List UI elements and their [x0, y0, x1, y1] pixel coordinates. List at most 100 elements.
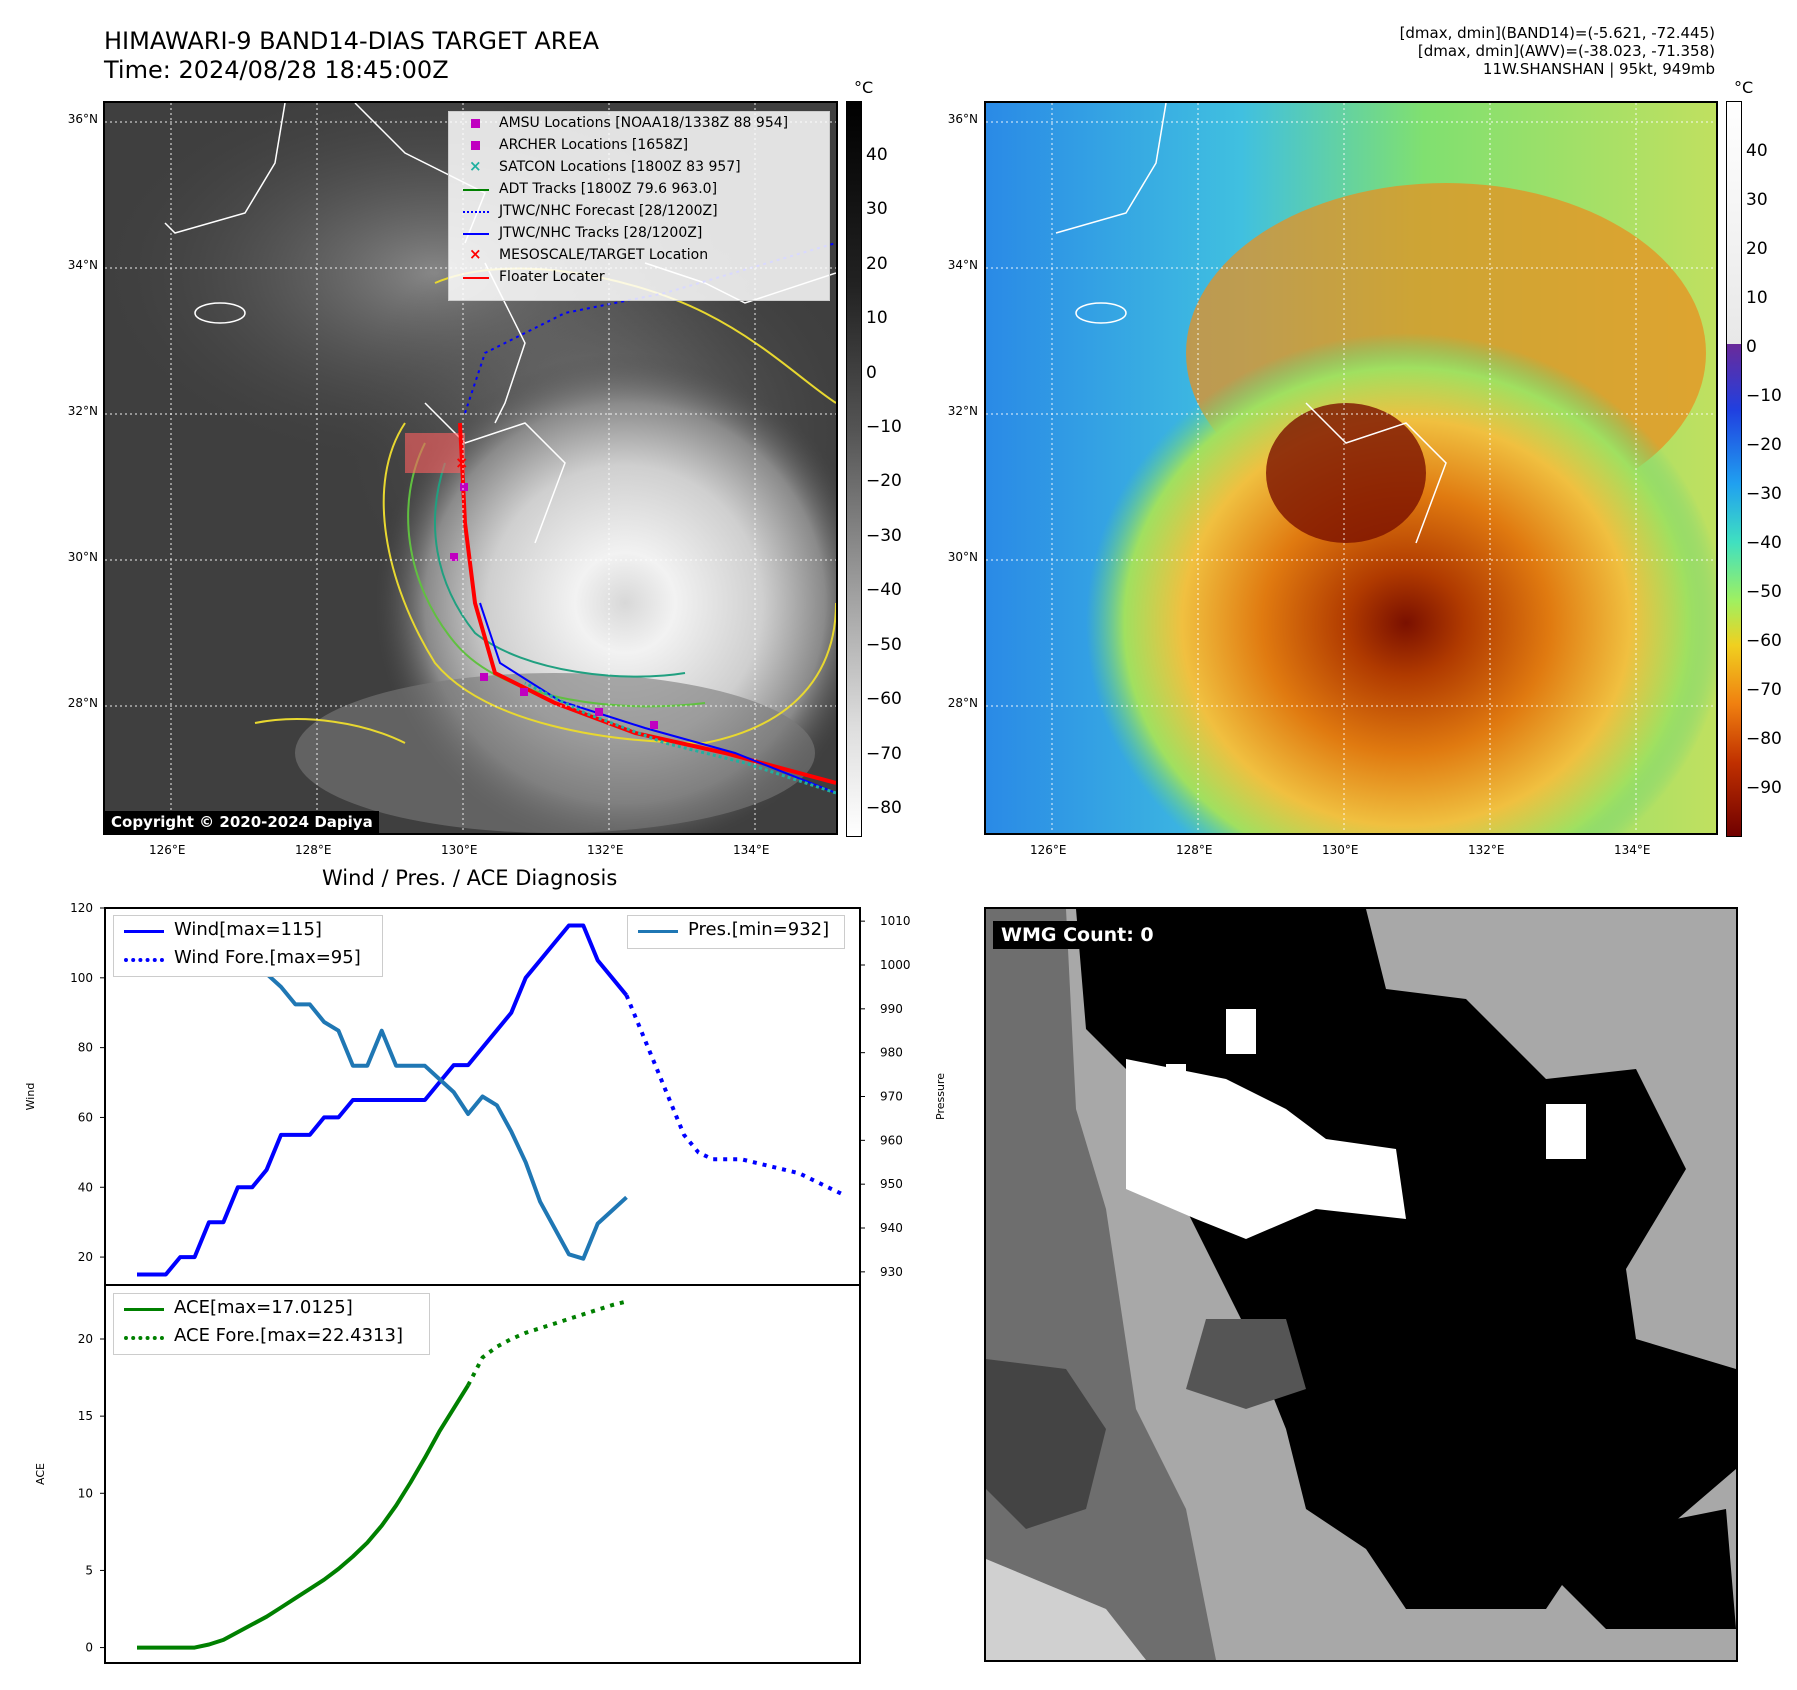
copyright-label: Copyright © 2020-2024 Dapiya [105, 811, 379, 833]
ace-tick-label: 0 [85, 1641, 93, 1655]
awv-map-panel [984, 101, 1718, 835]
line-dot-icon [463, 233, 489, 235]
wind-tick-label: 80 [78, 1041, 93, 1055]
pressure-tick-label: 940 [880, 1221, 903, 1235]
colorbar-tick: −30 [1746, 484, 1782, 504]
ir-colorbar [846, 101, 862, 837]
lat-label: 34°N [67, 258, 98, 272]
figure-title: HIMAWARI-9 BAND14-DIAS TARGET AREA Time:… [104, 27, 599, 85]
legend-wind-forecast: Wind Fore.[max=95] [114, 944, 382, 972]
info-line-1: [dmax, dmin](BAND14)=(-5.621, -72.445) [1399, 24, 1715, 42]
ace-forecast-line [466, 1299, 627, 1387]
colorbar-tick: −20 [1746, 435, 1782, 455]
line-marker-icon [463, 277, 489, 279]
legend-wind: Wind[max=115] [114, 916, 382, 944]
title-line-1: HIMAWARI-9 BAND14-DIAS TARGET AREA [104, 27, 600, 55]
wind-pressure-chart: 2040608010012093094095096097098099010001… [24, 901, 947, 1664]
awv-map-image [986, 103, 1716, 833]
wind-tick-label: 100 [70, 971, 93, 985]
awv-colorbar [1726, 101, 1742, 837]
svg-text:×: × [455, 453, 468, 472]
colorbar-tick: −30 [866, 526, 902, 546]
wmg-map-image [986, 909, 1736, 1660]
colorbar-tick: 40 [1746, 141, 1768, 161]
awv-lon-labels: 126°E 128°E 130°E 132°E 134°E [984, 843, 1718, 859]
colorbar-tick: 10 [1746, 288, 1768, 308]
colorbar-tick: −20 [866, 471, 902, 491]
legend-floater: Floater Locater [449, 268, 829, 288]
lat-label: 30°N [67, 550, 98, 564]
solid-line-icon [124, 1308, 164, 1311]
ir-lon-labels: 126°E 128°E 130°E 132°E 134°E [103, 843, 838, 859]
ace-tick-label: 5 [85, 1563, 93, 1577]
ace-tick-label: 10 [78, 1486, 93, 1500]
wind-tick-label: 40 [78, 1180, 93, 1194]
wind-tick-label: 20 [78, 1250, 93, 1264]
solid-line-icon [124, 930, 164, 933]
colorbar-tick: 0 [866, 363, 877, 383]
wind-tick-label: 120 [70, 901, 93, 915]
legend-target: × MESOSCALE/TARGET Location [469, 245, 709, 263]
square-marker-icon [471, 119, 480, 128]
pressure-tick-label: 990 [880, 1002, 903, 1016]
ace-tick-label: 15 [78, 1409, 93, 1423]
pressure-tick-label: 980 [880, 1046, 903, 1060]
lon-label: 130°E [441, 843, 478, 857]
pressure-tick-label: 970 [880, 1090, 903, 1104]
pressure-tick-label: 1010 [880, 914, 911, 928]
colorbar-tick: −70 [1746, 680, 1782, 700]
line-marker-icon [463, 189, 489, 191]
colorbar-tick: −80 [1746, 729, 1782, 749]
colorbar-tick: 30 [1746, 190, 1768, 210]
awv-colorbar-unit: °C [1734, 78, 1754, 97]
dotted-line-icon [124, 1336, 164, 1340]
lon-label: 132°E [587, 843, 624, 857]
ir-legend: AMSU Locations [NOAA18/1338Z 88 954] ARC… [448, 111, 830, 301]
lon-label: 128°E [1176, 843, 1213, 857]
lon-label: 128°E [295, 843, 332, 857]
lat-label: 32°N [67, 404, 98, 418]
lon-label: 126°E [1030, 843, 1067, 857]
square-marker-icon [471, 141, 480, 150]
colorbar-tick: 40 [866, 145, 888, 165]
ace-line [137, 1384, 470, 1650]
title-line-2: Time: 2024/08/28 18:45:00Z [104, 56, 449, 84]
legend-satcon: × SATCON Locations [1800Z 83 957] [469, 157, 741, 175]
colorbar-tick: −10 [1746, 386, 1782, 406]
legend-ace: ACE[max=17.0125] [114, 1294, 429, 1322]
info-block: [dmax, dmin](BAND14)=(-5.621, -72.445) [… [1400, 24, 1715, 78]
pressure-legend: Pres.[min=932] [627, 915, 845, 949]
pressure-tick-label: 1000 [880, 958, 911, 972]
lon-label: 126°E [149, 843, 186, 857]
pressure-axis-label: Pressure [934, 1073, 947, 1120]
colorbar-tick: −50 [866, 635, 902, 655]
awv-lat-labels: 36°N 34°N 32°N 30°N 28°N [936, 101, 982, 835]
colorbar-tick: −60 [1746, 631, 1782, 651]
ace-axes-frame [104, 1284, 861, 1664]
lat-label: 36°N [947, 112, 978, 126]
colorbar-tick: 10 [866, 308, 888, 328]
legend-adt: ADT Tracks [1800Z 79.6 963.0] [449, 180, 829, 200]
dotted-line-icon [124, 958, 164, 962]
ace-tick-label: 20 [78, 1332, 93, 1346]
ir-colorbar-unit: °C [854, 78, 874, 97]
legend-archer: ARCHER Locations [1658Z] [449, 136, 829, 156]
colorbar-tick: −50 [1746, 582, 1782, 602]
info-line-3: 11W.SHANSHAN | 95kt, 949mb [1482, 60, 1715, 78]
wind-axis-label: Wind [24, 1083, 37, 1111]
pressure-tick-label: 930 [880, 1265, 903, 1279]
lat-label: 28°N [67, 696, 98, 710]
pressure-tick-label: 950 [880, 1177, 903, 1191]
wind-tick-label: 60 [78, 1110, 93, 1124]
pressure-tick-label: 960 [880, 1133, 903, 1147]
colorbar-tick: −40 [866, 580, 902, 600]
colorbar-tick: −70 [866, 744, 902, 764]
wind-legend: Wind[max=115] Wind Fore.[max=95] [113, 915, 383, 977]
colorbar-tick: 30 [866, 199, 888, 219]
ir-lat-labels: 36°N 34°N 32°N 30°N 28°N [56, 101, 102, 835]
legend-ace-forecast: ACE Fore.[max=22.4313] [114, 1322, 429, 1350]
lon-label: 134°E [733, 843, 770, 857]
x-marker-icon: × [469, 157, 482, 175]
legend-tracks: JTWC/NHC Tracks [28/1200Z] [449, 224, 829, 244]
ir-map-panel: × AMSU Locations [NOAA18/1338Z 88 954] A… [103, 101, 838, 835]
